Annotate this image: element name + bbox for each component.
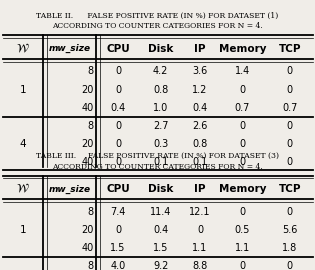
Text: 0: 0 — [287, 121, 293, 131]
Text: 5.6: 5.6 — [282, 225, 297, 235]
Text: 3.6: 3.6 — [192, 66, 208, 76]
Text: 0.3: 0.3 — [153, 139, 168, 149]
Text: Disk: Disk — [148, 44, 173, 54]
Text: 4.2: 4.2 — [153, 66, 168, 76]
Text: 0: 0 — [287, 66, 293, 76]
Text: 1.8: 1.8 — [282, 243, 297, 253]
Text: 0: 0 — [239, 157, 246, 167]
Text: CPU: CPU — [106, 184, 130, 194]
Text: IP: IP — [194, 44, 206, 54]
Text: 40: 40 — [81, 157, 94, 167]
Text: 0: 0 — [239, 121, 246, 131]
Text: IP: IP — [194, 184, 206, 194]
Text: 0: 0 — [115, 157, 121, 167]
Text: 8: 8 — [88, 121, 94, 131]
Text: 1.4: 1.4 — [235, 66, 250, 76]
Text: $\mathcal{W}$: $\mathcal{W}$ — [16, 42, 30, 55]
Text: Disk: Disk — [148, 184, 173, 194]
Text: 11.4: 11.4 — [150, 207, 171, 217]
Text: 8: 8 — [88, 261, 94, 270]
Text: 4.0: 4.0 — [111, 261, 126, 270]
Text: 0: 0 — [239, 261, 246, 270]
Text: ACCORDING TO COUNTER CATEGORIES FOR Ν = 4.: ACCORDING TO COUNTER CATEGORIES FOR Ν = … — [52, 163, 263, 171]
Text: CPU: CPU — [106, 44, 130, 54]
Text: 8.8: 8.8 — [192, 261, 208, 270]
Text: 0.7: 0.7 — [235, 103, 250, 113]
Text: 0: 0 — [115, 139, 121, 149]
Text: 2.7: 2.7 — [153, 121, 169, 131]
Text: 0.4: 0.4 — [111, 103, 126, 113]
Text: 0.1: 0.1 — [153, 157, 168, 167]
Text: 0: 0 — [115, 85, 121, 94]
Text: 0: 0 — [115, 121, 121, 131]
Text: 0: 0 — [239, 207, 246, 217]
Text: 0: 0 — [287, 261, 293, 270]
Text: 0.8: 0.8 — [153, 85, 168, 94]
Text: 0.7: 0.7 — [282, 103, 297, 113]
Text: Memory: Memory — [219, 44, 266, 54]
Text: 0.8: 0.8 — [192, 139, 208, 149]
Text: 1.2: 1.2 — [192, 85, 208, 94]
Text: 1.1: 1.1 — [235, 243, 250, 253]
Text: 0.4: 0.4 — [153, 225, 168, 235]
Text: 0: 0 — [239, 139, 246, 149]
Text: 7.4: 7.4 — [111, 207, 126, 217]
Text: TABLE II.      FALSE POSITIVE RATE (IN %) FOR DATASET (1): TABLE II. FALSE POSITIVE RATE (IN %) FOR… — [36, 12, 279, 20]
Text: 0.4: 0.4 — [192, 103, 208, 113]
Text: 1.5: 1.5 — [111, 243, 126, 253]
Text: 1.1: 1.1 — [192, 243, 208, 253]
Text: 0: 0 — [239, 85, 246, 94]
Text: 0: 0 — [287, 157, 293, 167]
Text: 1.5: 1.5 — [153, 243, 168, 253]
Text: 1: 1 — [20, 225, 26, 235]
Text: 12.1: 12.1 — [189, 207, 211, 217]
Text: 40: 40 — [81, 103, 94, 113]
Text: 0: 0 — [197, 225, 203, 235]
Text: 0: 0 — [287, 207, 293, 217]
Text: 8: 8 — [88, 207, 94, 217]
Text: 9.2: 9.2 — [153, 261, 168, 270]
Text: 1.0: 1.0 — [153, 103, 168, 113]
Text: 0: 0 — [287, 85, 293, 94]
Text: 8: 8 — [88, 66, 94, 76]
Text: 0.1: 0.1 — [192, 157, 208, 167]
Text: 20: 20 — [81, 85, 94, 94]
Text: mw_size: mw_size — [48, 185, 90, 194]
Text: 20: 20 — [81, 225, 94, 235]
Text: 0: 0 — [115, 225, 121, 235]
Text: ACCORDING TO COUNTER CATEGORIES FOR Ν = 4.: ACCORDING TO COUNTER CATEGORIES FOR Ν = … — [52, 22, 263, 31]
Text: 4: 4 — [20, 139, 26, 149]
Text: Memory: Memory — [219, 184, 266, 194]
Text: mw_size: mw_size — [48, 44, 90, 53]
Text: 1: 1 — [20, 85, 26, 94]
Text: 0.5: 0.5 — [235, 225, 250, 235]
Text: 40: 40 — [81, 243, 94, 253]
Text: 2.6: 2.6 — [192, 121, 208, 131]
Text: TCP: TCP — [278, 44, 301, 54]
Text: 0: 0 — [115, 66, 121, 76]
Text: TCP: TCP — [278, 184, 301, 194]
Text: TABLE III.     FALSE POSITIVE RATE (IN %) FOR DATASET (3): TABLE III. FALSE POSITIVE RATE (IN %) FO… — [36, 152, 279, 160]
Text: $\mathcal{W}$: $\mathcal{W}$ — [16, 183, 30, 196]
Text: 20: 20 — [81, 139, 94, 149]
Text: 0: 0 — [287, 139, 293, 149]
